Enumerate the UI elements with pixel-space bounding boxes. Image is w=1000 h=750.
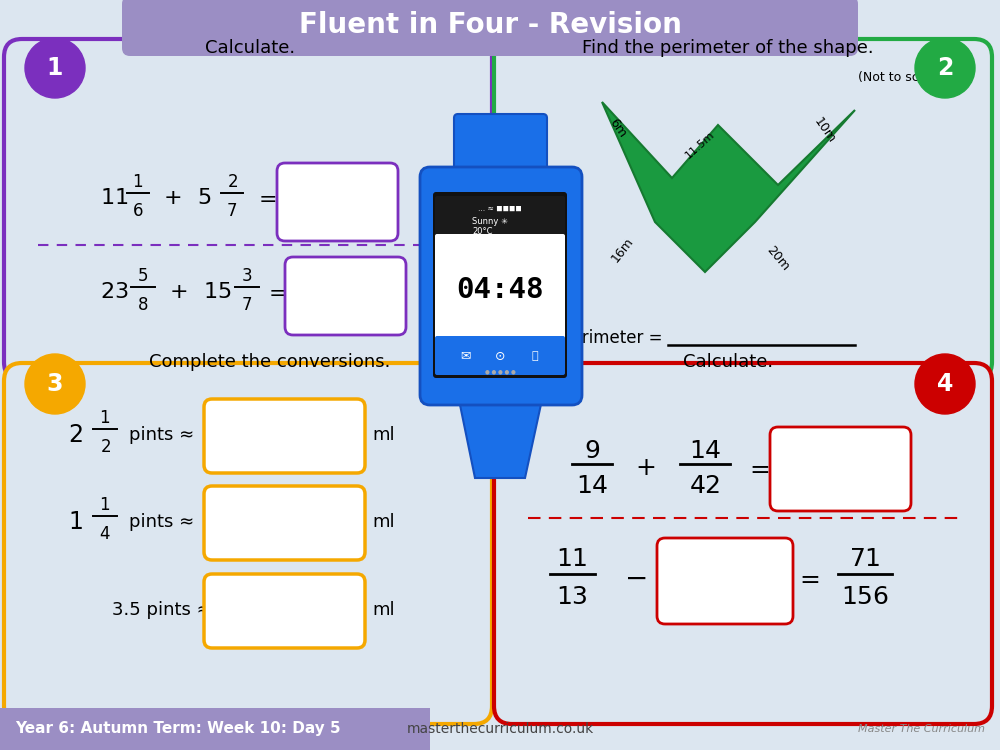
Text: 20m: 20m [764,243,792,273]
Text: $7$: $7$ [241,296,253,314]
FancyBboxPatch shape [277,163,398,241]
Text: 20°C: 20°C [472,227,492,236]
FancyBboxPatch shape [0,708,430,750]
FancyBboxPatch shape [420,167,582,405]
Text: $156$: $156$ [841,585,889,609]
Text: ⊙: ⊙ [495,350,505,362]
FancyBboxPatch shape [204,399,365,473]
Text: Year 6: Autumn Term: Week 10: Day 5: Year 6: Autumn Term: Week 10: Day 5 [15,722,341,736]
FancyBboxPatch shape [435,336,565,375]
Text: Master The Curriculum: Master The Curriculum [858,724,985,734]
Text: $1$: $1$ [132,173,144,191]
Text: 3: 3 [47,372,63,396]
Text: $13$: $13$ [556,585,588,609]
FancyBboxPatch shape [285,257,406,335]
FancyBboxPatch shape [4,363,492,724]
Text: ● ● ● ● ●: ● ● ● ● ● [485,370,515,374]
FancyBboxPatch shape [494,363,992,724]
FancyBboxPatch shape [494,39,992,380]
Text: ml: ml [372,513,395,531]
Text: $5$: $5$ [137,267,149,285]
Text: 4: 4 [937,372,953,396]
Text: $+$: $+$ [635,456,655,480]
FancyBboxPatch shape [204,574,365,648]
Text: $11$: $11$ [100,188,128,208]
Text: $+$: $+$ [163,188,181,208]
Text: ✉: ✉ [460,350,470,362]
FancyBboxPatch shape [770,427,911,511]
FancyBboxPatch shape [204,486,365,560]
Text: $4$: $4$ [99,525,111,543]
Text: $2$: $2$ [100,438,110,456]
FancyBboxPatch shape [433,192,567,378]
Text: $1$: $1$ [99,496,111,514]
Text: $2$: $2$ [227,173,238,191]
Text: 04:48: 04:48 [456,276,544,304]
Text: ml: ml [372,601,395,619]
Text: ... ≈ ◼◼◼◼: ... ≈ ◼◼◼◼ [478,203,522,212]
Text: $=$: $=$ [745,456,771,480]
Text: $9$: $9$ [584,439,600,463]
Text: $5$: $5$ [197,188,211,208]
Text: Sunny ✳: Sunny ✳ [472,217,508,226]
Polygon shape [458,395,543,478]
Text: 11.5m: 11.5m [683,130,717,160]
Text: $8$: $8$ [137,296,149,314]
Text: $71$: $71$ [849,547,881,571]
Text: $23$: $23$ [100,282,129,302]
Text: 1: 1 [47,56,63,80]
FancyBboxPatch shape [435,234,565,342]
FancyBboxPatch shape [454,114,547,182]
Text: $7$: $7$ [226,202,238,220]
Text: pints ≈: pints ≈ [129,513,195,531]
Text: pints ≈: pints ≈ [129,426,195,444]
Text: $14$: $14$ [689,439,721,463]
Text: $=$: $=$ [795,566,821,590]
Circle shape [915,354,975,414]
Text: Calculate.: Calculate. [683,353,773,371]
Text: Fluent in Four - Revision: Fluent in Four - Revision [299,11,681,39]
Text: $+$: $+$ [169,282,187,302]
Text: Complete the conversions.: Complete the conversions. [149,353,391,371]
Text: $2$: $2$ [68,423,82,447]
Text: 2: 2 [937,56,953,80]
Polygon shape [602,102,855,272]
Circle shape [25,38,85,98]
Text: $42$: $42$ [689,474,721,498]
Text: 3.5 pints ≈: 3.5 pints ≈ [112,601,212,619]
Text: Calculate.: Calculate. [205,39,295,57]
Text: $11$: $11$ [556,547,588,571]
Text: 👤: 👤 [532,351,538,361]
FancyBboxPatch shape [435,196,565,237]
Text: $=$: $=$ [264,282,286,302]
Text: masterthecurriculum.co.uk: masterthecurriculum.co.uk [406,722,594,736]
Text: ml: ml [372,426,395,444]
Text: 10m: 10m [812,115,838,146]
Circle shape [25,354,85,414]
Text: $14$: $14$ [576,474,608,498]
Text: 6m: 6m [607,116,629,140]
Text: $-$: $-$ [624,564,646,592]
Text: (Not to scale): (Not to scale) [858,71,942,85]
FancyBboxPatch shape [4,39,492,380]
FancyBboxPatch shape [122,0,858,56]
FancyBboxPatch shape [657,538,793,624]
Text: $1$: $1$ [68,510,82,534]
Text: $1$: $1$ [99,409,111,427]
Circle shape [915,38,975,98]
Text: $15$: $15$ [203,282,231,302]
Text: $=$: $=$ [254,188,276,208]
Text: $6$: $6$ [132,202,144,220]
Text: $3$: $3$ [241,267,253,285]
Text: Find the perimeter of the shape.: Find the perimeter of the shape. [582,39,874,57]
Text: 16m: 16m [608,235,636,265]
Text: Perimeter =: Perimeter = [562,329,662,347]
